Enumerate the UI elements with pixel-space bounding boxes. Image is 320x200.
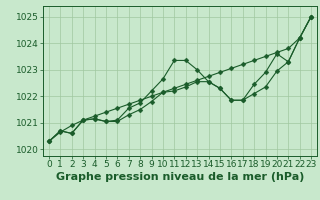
X-axis label: Graphe pression niveau de la mer (hPa): Graphe pression niveau de la mer (hPa) <box>56 172 304 182</box>
